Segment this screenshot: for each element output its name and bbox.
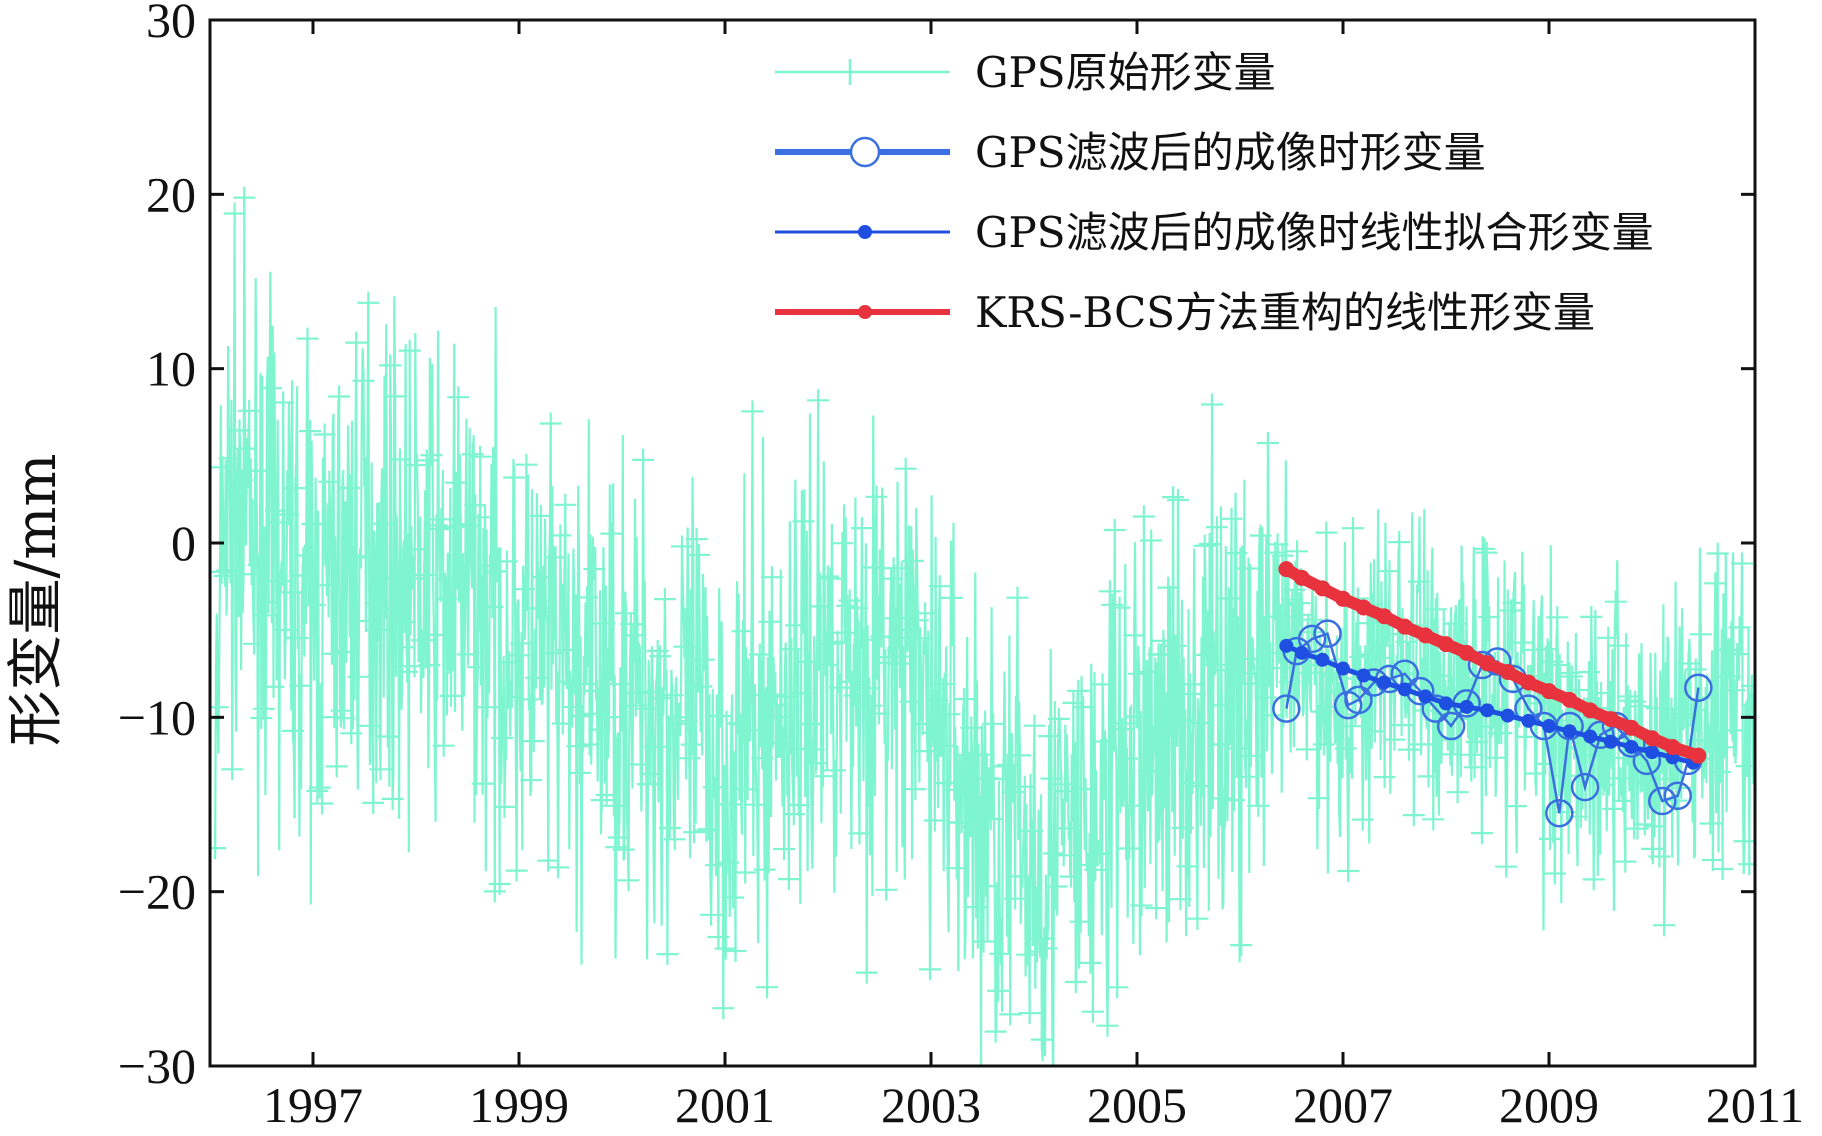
linear-fit-point — [1480, 703, 1495, 718]
legend-label: GPS滤波后的成像时线性拟合形变量 — [975, 208, 1654, 257]
legend-label: GPS原始形变量 — [975, 48, 1276, 97]
x-tick-label: 2011 — [1706, 1077, 1804, 1133]
y-tick-label: −10 — [118, 689, 196, 745]
filtered-point — [1436, 711, 1466, 741]
x-tick-label: 1997 — [263, 1077, 363, 1133]
filtered-point — [1684, 673, 1713, 702]
linear-fit-point — [1377, 675, 1392, 690]
krs-bcs-point — [1335, 590, 1351, 607]
linear-fit-point — [1279, 638, 1294, 653]
krs-bcs-point — [1479, 655, 1496, 672]
krs-bcs-point — [1314, 580, 1331, 597]
krs-bcs-point — [1582, 702, 1599, 719]
krs-bcs-point — [1355, 599, 1372, 616]
filtered-point — [1297, 624, 1327, 654]
raw-series-line — [214, 197, 1755, 1066]
linear-fit-point — [1583, 729, 1598, 744]
y-tick-label: 30 — [146, 0, 196, 48]
filtered-point — [1663, 781, 1692, 811]
krs-bcs-point — [1520, 674, 1537, 691]
filtered-point — [1313, 619, 1342, 648]
linear-fit-point — [1603, 734, 1618, 749]
legend-marker — [849, 136, 881, 168]
legend-marker — [858, 225, 872, 239]
filtered-point — [1272, 694, 1301, 723]
y-tick-label: 10 — [146, 341, 196, 397]
x-tick-label: 2003 — [881, 1077, 981, 1133]
linear-fit-point — [1418, 689, 1433, 704]
y-axis-label: 形变量/mm — [4, 453, 69, 746]
krs-bcs-point — [1690, 747, 1707, 764]
linear-fit-point — [1294, 645, 1309, 660]
raw-series-layer — [210, 186, 1755, 1066]
x-tick-label: 2009 — [1499, 1077, 1599, 1133]
x-tick-label: 1999 — [469, 1077, 569, 1133]
axis-ticks: 1997 1999 2001 2003 2005 2007 2009 2011 −30 −20 −1… — [118, 0, 1804, 1133]
linear-fit-point — [1336, 661, 1350, 676]
y-tick-label: −20 — [118, 864, 196, 920]
filtered-point — [1648, 786, 1677, 816]
krs-bcs-point — [1499, 664, 1516, 681]
linear-fit-point — [1459, 699, 1474, 714]
linear-fit-point — [1397, 682, 1412, 697]
x-tick-label: 2005 — [1087, 1077, 1187, 1133]
linear-fit-point — [1521, 713, 1536, 728]
krs-bcs-point — [1417, 627, 1434, 644]
x-tick-label: 2007 — [1293, 1077, 1393, 1133]
legend: GPS原始形变量 GPS滤波后的成像时形变量 GPS滤波后的成像时线性拟合形变量 KR… — [775, 48, 1654, 337]
krs-bcs-point — [1561, 691, 1578, 708]
legend-label: GPS滤波后的成像时形变量 — [975, 128, 1486, 177]
krs-bcs-point — [1438, 636, 1454, 653]
krs-bcs-point — [1396, 618, 1413, 635]
krs-bcs-point — [1541, 683, 1557, 700]
filtered-point — [1570, 772, 1600, 802]
y-tick-label: 0 — [171, 515, 196, 571]
krs-bcs-point — [1293, 569, 1310, 586]
x-tick-label: 2001 — [675, 1077, 775, 1133]
krs-bcs-point — [1278, 561, 1295, 578]
y-tick-label: 20 — [146, 166, 196, 222]
legend-marker — [858, 305, 872, 319]
krs-bcs-point — [1664, 738, 1681, 755]
linear-fit-point — [1500, 708, 1515, 723]
linear-fit-point — [1439, 696, 1453, 711]
linear-fit-point — [1645, 745, 1659, 760]
filtered-point — [1545, 798, 1574, 828]
krs-bcs-point — [1623, 719, 1640, 736]
legend-label: KRS-BCS方法重构的线性形变量 — [975, 288, 1595, 337]
linear-fit-point — [1624, 739, 1639, 754]
linear-fit-point — [1542, 719, 1556, 734]
linear-fit-point — [1562, 724, 1577, 739]
filtered-point — [1344, 685, 1373, 715]
krs-bcs-point — [1458, 644, 1475, 661]
linear-fit-point — [1315, 652, 1330, 667]
krs-bcs-point — [1644, 730, 1660, 747]
linear-fit-series-layer — [1279, 638, 1701, 770]
y-tick-label: −30 — [118, 1038, 196, 1094]
linear-fit-point — [1356, 668, 1371, 683]
krs-bcs-point — [1602, 711, 1619, 728]
krs-bcs-series-layer — [1278, 561, 1707, 764]
krs-bcs-point — [1376, 608, 1393, 625]
